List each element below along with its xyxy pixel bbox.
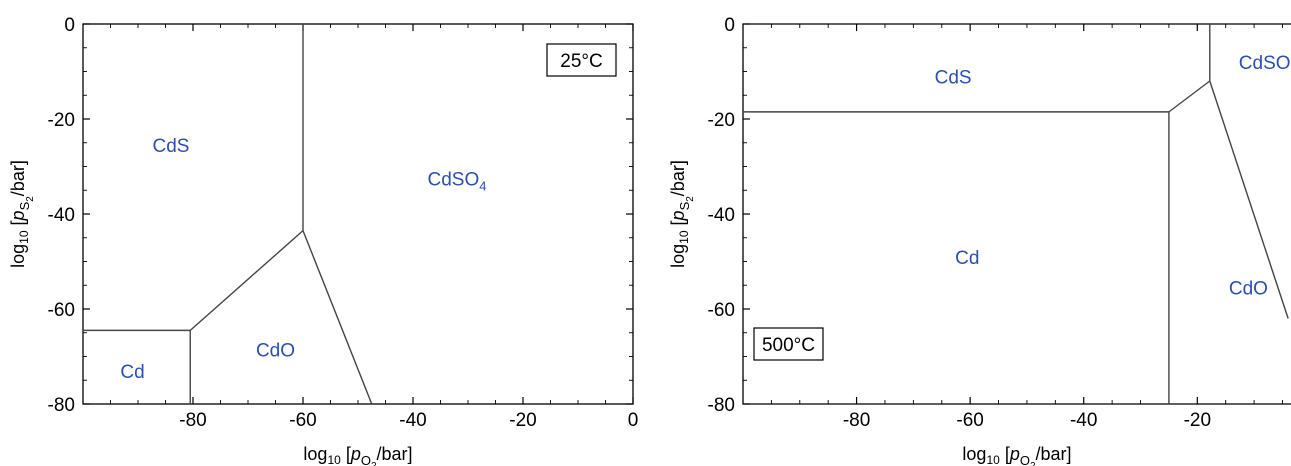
phase-region-label: CdO [1229,279,1268,300]
x-tick-label: -80 [179,410,206,431]
phase-boundary-line [1168,80,1211,113]
x-tick-label: -60 [289,410,316,431]
temperature-label: 25°C [546,43,617,77]
svg-text:500°C: 500°C [762,335,815,356]
phase-boundaries [83,24,373,404]
y-tick-label: -60 [48,300,75,321]
phase-diagram-1: -80 -60 -40 -20 0 0 -20 -40 -60 -80 log10 [pO2/bar… [8,15,638,466]
y-axis-label: log10 [pS2/bar] [8,160,36,268]
phase-region-label: CdS [935,67,972,88]
y-tick-label: -60 [708,300,735,321]
x-tick-label: -20 [509,410,536,431]
x-tick-label: -40 [1070,410,1097,431]
y-tick-label: -20 [708,110,735,131]
phase-region-label: CdSO4 [428,169,487,193]
y-tick-label: 0 [724,15,735,36]
minor-ticks [82,23,634,405]
x-tick-label: 0 [628,410,639,431]
x-tick-label: -20 [1184,410,1211,431]
phase-region-label: Cd [955,248,979,269]
phase-region-label: CdSO4 [1239,53,1291,77]
phase-region-label: CdS [153,136,190,157]
phase-boundary-line [302,230,373,404]
svg-text:25°C: 25°C [560,51,602,72]
minor-ticks [742,23,1283,405]
temperature-label: 500°C [753,327,824,361]
y-tick-label: -40 [708,205,735,226]
phase-boundary-line [1209,80,1289,319]
x-tick-label: -60 [956,410,983,431]
phase-region-label: CdO [256,340,295,361]
y-tick-label: -80 [48,395,75,416]
plot-frame [742,23,1291,405]
y-tick-label: -40 [48,205,75,226]
y-tick-label: -80 [708,395,735,416]
x-axis-label: log10 [pO2/bar] [303,444,412,466]
x-tick-label: -40 [399,410,426,431]
y-tick-label: -20 [48,110,75,131]
x-axis-label: log10 [pO2/bar] [962,444,1071,466]
y-axis-label: log10 [pS2/bar] [668,160,696,268]
x-tick-label: -80 [843,410,870,431]
phase-boundary-line [189,230,304,331]
phase-boundaries [743,24,1289,404]
y-tick-label: 0 [64,15,75,36]
plot-frame [82,23,634,405]
phase-region-label: Cd [120,362,144,383]
